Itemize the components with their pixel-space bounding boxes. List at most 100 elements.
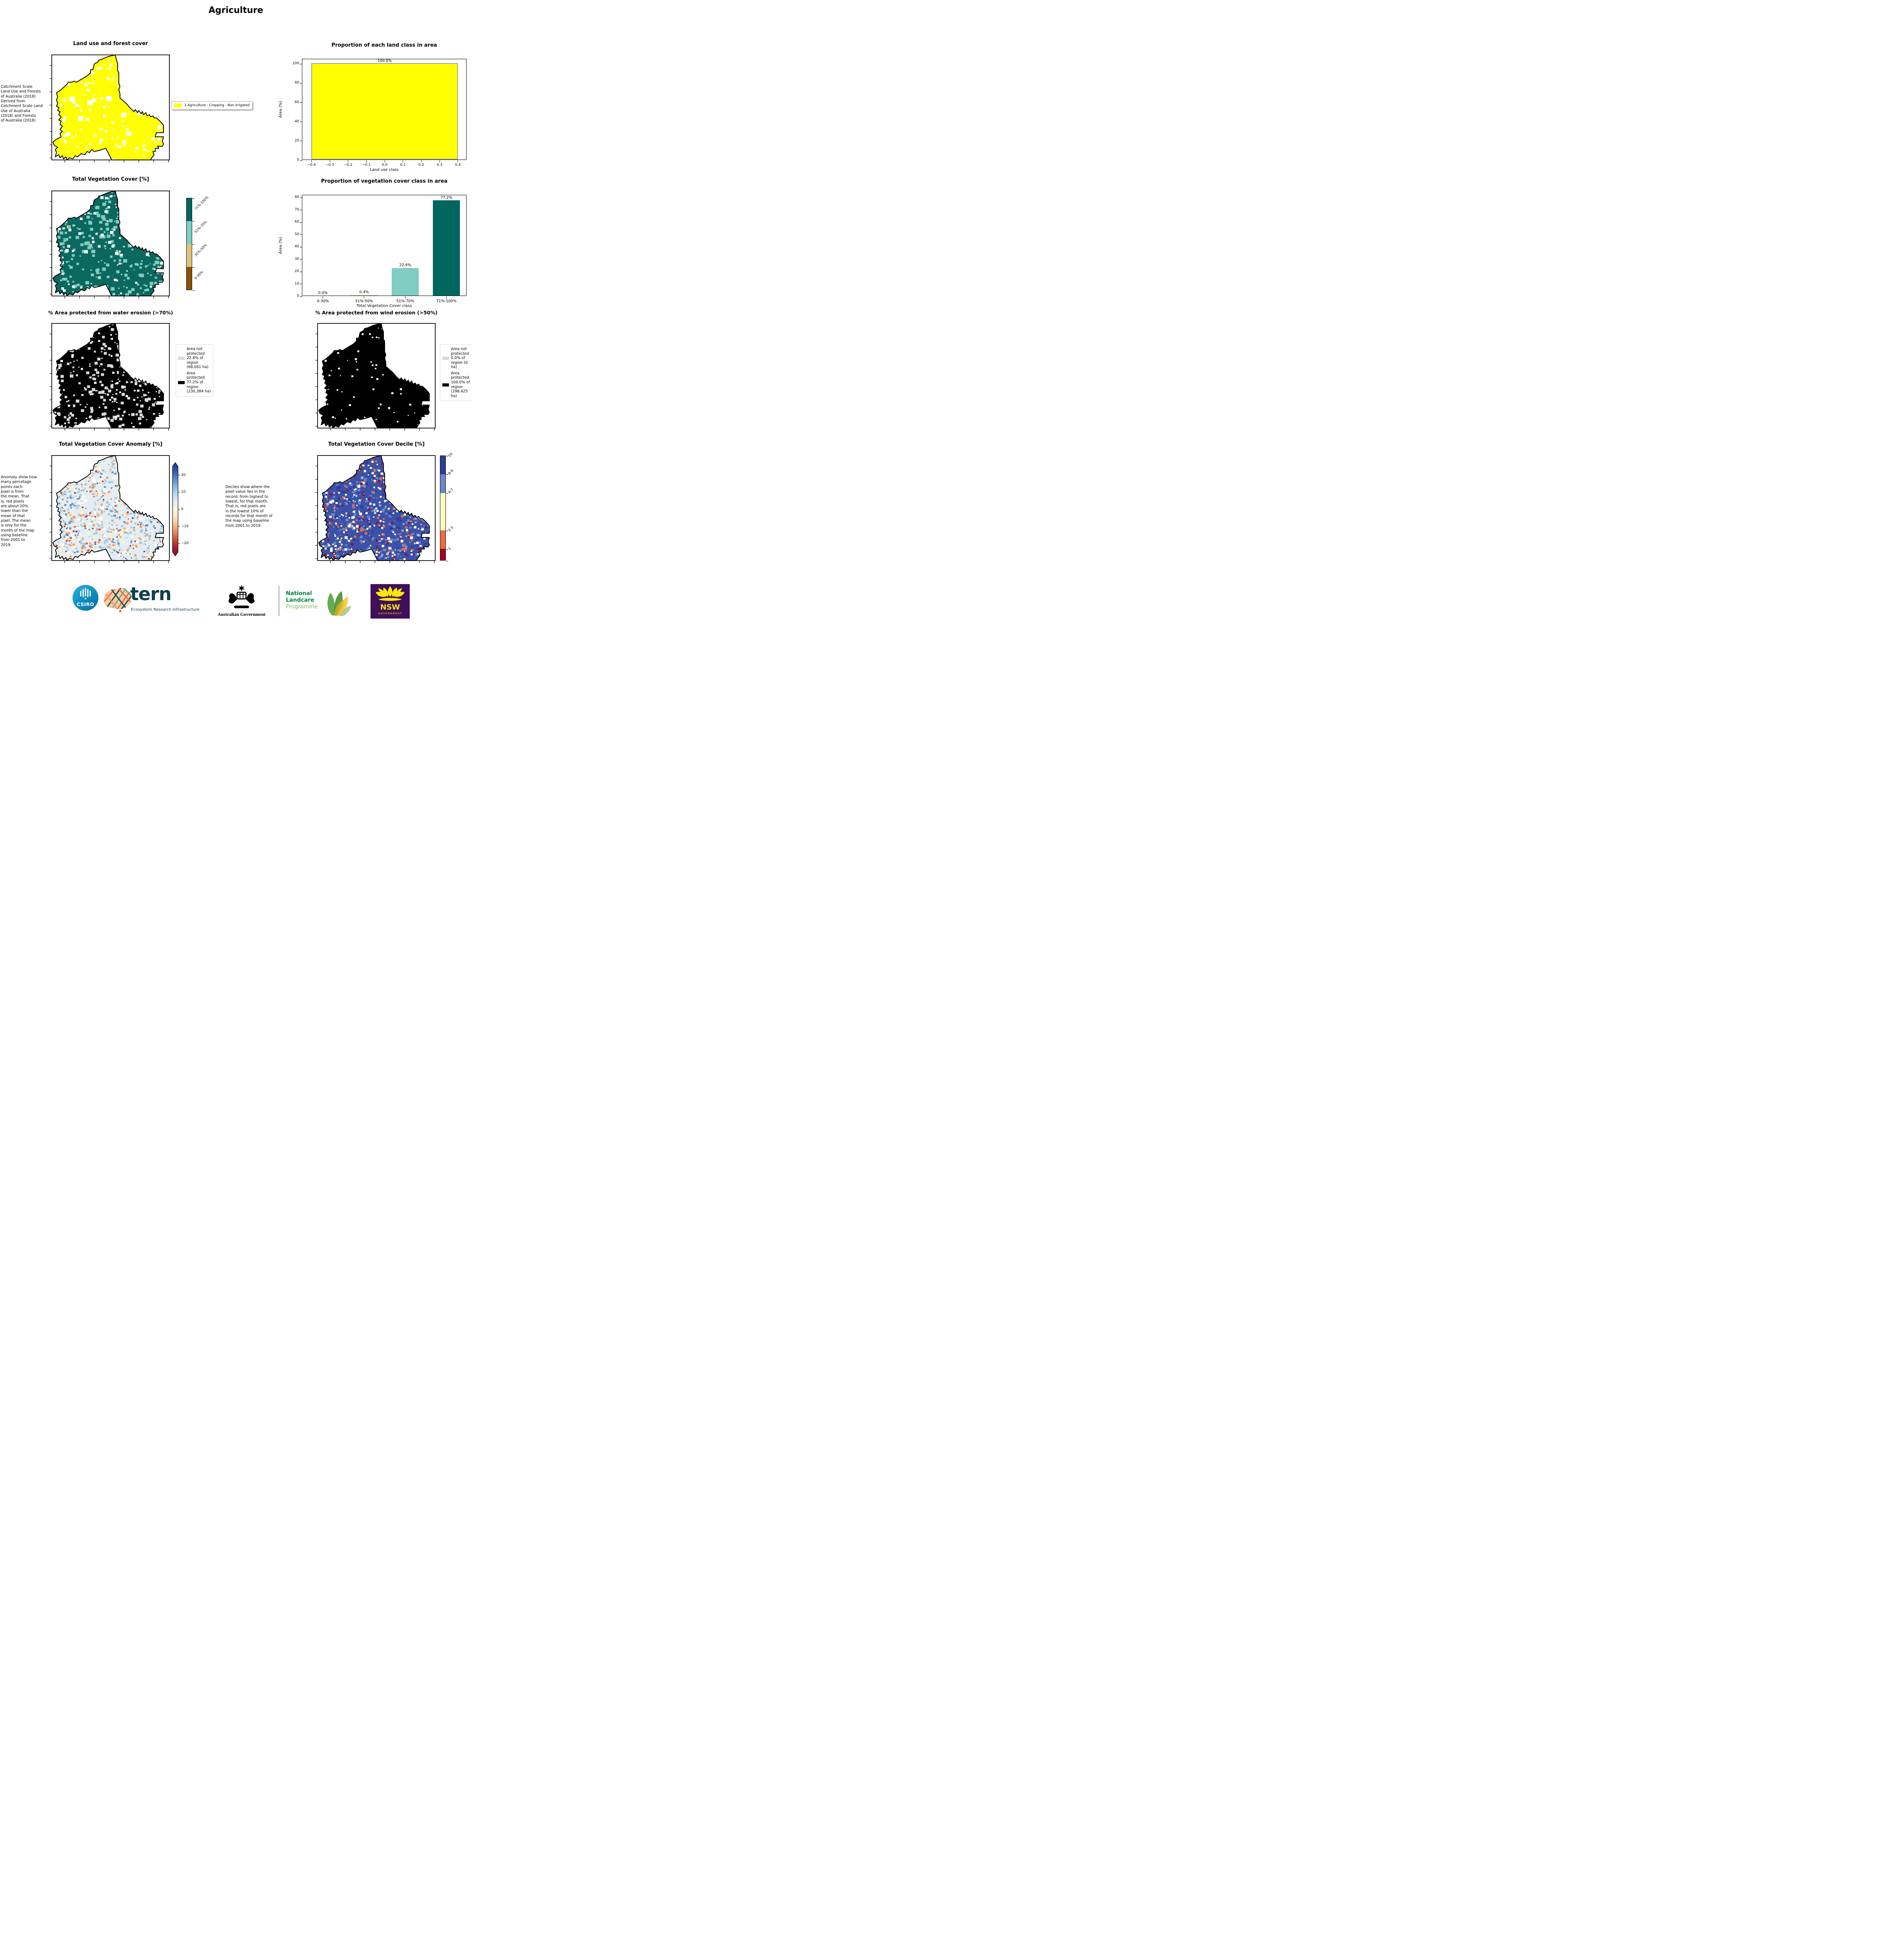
colorbar-segment xyxy=(440,493,445,531)
ann: 100.0% xyxy=(377,58,392,63)
veg-class-chart-xlabel: Total Vegetation Cover class xyxy=(356,304,412,308)
wind-erosion-map-title: % Area protected from wind erosion (>50%… xyxy=(315,310,438,316)
wind-erosion-legend: Area not protected 0.0% of region (0 ha)… xyxy=(440,344,472,401)
decile-colorbar: 10 8-9 4-7 2-3 1 xyxy=(440,452,454,561)
cbar-tick xyxy=(193,267,194,268)
colorbar-label: 8-9 xyxy=(447,469,454,476)
decile-map-title: Total Vegetation Cover Decile [%] xyxy=(328,441,425,447)
cbar-tick xyxy=(193,290,194,291)
ticklabel: 0.1 xyxy=(400,163,406,167)
ticklabel: 60 xyxy=(294,100,299,104)
land-use-map-title: Land use and forest cover xyxy=(73,41,148,47)
wind-erosion-map xyxy=(318,323,435,428)
veg-class-bar xyxy=(391,268,419,296)
colorbar-label: 0-30% xyxy=(194,270,204,281)
tickline xyxy=(300,296,302,297)
ticklabel: 80 xyxy=(294,195,299,200)
colorbar-segment xyxy=(440,456,445,474)
colorbar-label: 71%-100% xyxy=(194,196,210,211)
ticklabel: 50 xyxy=(294,232,299,236)
land-class-chart-ylabel: Area (%) xyxy=(278,101,283,118)
colorbar-segment xyxy=(440,530,445,549)
ann: 0.0% xyxy=(318,290,328,295)
tickline xyxy=(300,222,302,223)
ticklabel: 71%-100% xyxy=(436,299,457,303)
csiro-wordmark: CSIRO xyxy=(76,602,94,607)
ticklabel: 100 xyxy=(292,62,299,66)
tickline xyxy=(366,160,367,162)
legend-entry: Area protected 77.2% of region (230,384 … xyxy=(178,371,211,394)
waratah-icon xyxy=(376,586,405,601)
veg-class-chart: 0 10 20 30 40 50 60 70 80 0.0% 0-30% 0.4% 31%-50% 22.… xyxy=(295,195,467,303)
cbar-tick xyxy=(446,493,448,494)
tern-subtitle: Ecosystem Research Infrastructure xyxy=(131,608,200,612)
cbar-tick xyxy=(446,474,448,475)
water-erosion-map xyxy=(52,323,169,428)
landcare-line-3: Programme xyxy=(286,604,318,610)
landcare-line-2: Landcare xyxy=(286,597,314,604)
colorbar-segment xyxy=(440,549,445,560)
ticklabel: 0.0 xyxy=(382,163,388,167)
legend-swatch-not-protected xyxy=(178,356,185,360)
ticklabel: 20 xyxy=(294,138,299,143)
tickline xyxy=(300,102,302,103)
anomaly-note: Anomaly show how many percetage points e… xyxy=(1,475,37,547)
anomaly-colorbar: 20 10 0 −10 −20 xyxy=(172,462,189,557)
colorbar-tick-label: −20 xyxy=(181,541,189,546)
colorbar-label: 10 xyxy=(447,452,454,458)
ticklabel: 70 xyxy=(294,207,299,212)
ticklabel: 0.2 xyxy=(418,163,424,167)
decile-map xyxy=(318,456,435,561)
legend-entry: Area not protected 22.8% of region (68,0… xyxy=(178,347,211,370)
veg-cover-colorbar: 71%-100% 51%-70% 31%-50% 0-30% xyxy=(186,196,209,291)
anomaly-map xyxy=(52,456,169,561)
colorbar-segment xyxy=(187,267,192,290)
ticklabel: 0-30% xyxy=(317,299,329,303)
ticklabel: −0.4 xyxy=(307,163,316,167)
tickline xyxy=(446,296,447,298)
land-class-bar xyxy=(311,63,458,160)
colorbar-segment xyxy=(440,474,445,493)
nsw-subtitle: GOVERNMENT xyxy=(378,612,402,615)
colorbar-tick-label: 10 xyxy=(181,490,186,494)
colorbar-tick-label: 0 xyxy=(181,507,184,511)
tickline xyxy=(421,160,422,162)
colorbar-tick-label: −10 xyxy=(181,524,189,528)
csiro-waves-icon xyxy=(80,588,91,599)
tickline xyxy=(300,160,302,161)
colorbar-label: 51%-70% xyxy=(194,220,208,234)
ticklabel: −0.3 xyxy=(325,163,334,167)
csiro-logo: CSIRO xyxy=(73,585,98,611)
legend-swatch-protected xyxy=(178,381,185,384)
ticklabel: 40 xyxy=(294,245,299,249)
land-use-legend: 1 Agriculture - Cropping - Non-irrigated xyxy=(171,101,253,110)
tickline xyxy=(311,160,312,162)
cbar-tick xyxy=(193,198,194,199)
page-title: Agriculture xyxy=(208,5,263,15)
colorbar-label: 1 xyxy=(447,546,452,551)
agriculture-report-page: Agriculture Land use and forest cover Ca… xyxy=(0,0,472,619)
legend-swatch-protected xyxy=(442,383,449,387)
colorbar-label: 2-3 xyxy=(447,525,454,533)
water-erosion-legend: Area not protected 22.8% of region (68,0… xyxy=(176,344,213,397)
decile-note: Deciles show where the pixel value lies … xyxy=(225,485,273,528)
nsw-wordmark: NSW xyxy=(380,603,400,612)
veg-class-chart-title: Proportion of vegetation cover class in … xyxy=(321,178,448,184)
ann: 0.4% xyxy=(359,290,369,295)
nsw-government-logo: NSW GOVERNMENT xyxy=(371,584,410,619)
tern-wordmark: tern xyxy=(130,583,172,604)
ticklabel: 40 xyxy=(294,119,299,123)
land-use-map xyxy=(52,55,169,160)
water-erosion-map-title: % Area protected from water erosion (>70… xyxy=(48,310,173,316)
veg-cover-map-title: Total Vegetation Cover [%] xyxy=(72,176,149,182)
colorbar-segment xyxy=(187,244,192,267)
ticklabel: 0 xyxy=(297,294,299,298)
legend-label: Area protected 100.0% of region (298,425… xyxy=(451,371,470,398)
land-use-source-note: Catchment Scale Land Use and Forests of … xyxy=(1,85,43,123)
legend-label: Area not protected 0.0% of region (0 ha) xyxy=(451,347,469,370)
legend-label: Area not protected 22.8% of region (68,0… xyxy=(187,347,209,370)
landcare-wordmark: National Landcare Programme xyxy=(286,590,318,610)
ticklabel: 20 xyxy=(294,269,299,274)
colorbar-label: 4-7 xyxy=(447,488,454,495)
legend-entry: Area not protected 0.0% of region (0 ha) xyxy=(442,347,471,370)
